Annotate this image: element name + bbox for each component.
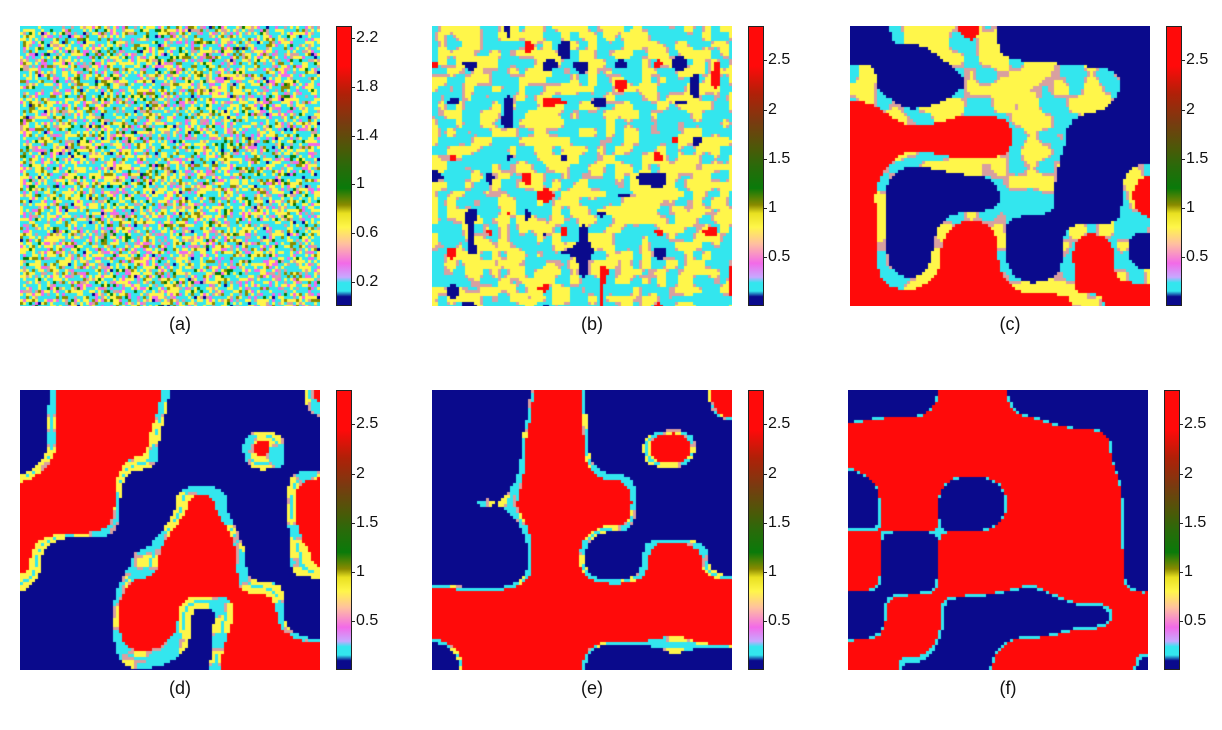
colorbar-tick-label: 1 [352, 175, 365, 193]
colorbar-b [748, 26, 764, 306]
colorbar-ticks-f: 2.5 2 1.5 1 0.5 [1179, 390, 1222, 670]
caption-b: (b) [581, 314, 603, 334]
caption-e: (e) [581, 678, 603, 698]
colorbar-tick-label: 2 [352, 464, 365, 482]
caption-c: (c) [999, 314, 1021, 334]
colorbar-tick-label: 1 [352, 562, 365, 580]
colorbar-tick-label: 1.5 [763, 513, 791, 531]
colorbar-tick-label: 1.5 [1179, 513, 1207, 531]
colorbar-tick-label: 2 [764, 464, 777, 482]
phase-field-map-c [850, 26, 1150, 306]
colorbar-tick-label: 2 [1180, 464, 1193, 482]
colorbar-tick-label: 1 [1182, 198, 1195, 216]
colorbar-tick-label: 1 [764, 562, 777, 580]
colorbar-tick-label: 0.5 [763, 611, 791, 629]
colorbar-tick-label: 2.5 [351, 415, 379, 433]
colorbar-tick-label: 0.5 [351, 611, 379, 629]
caption-f: (f) [999, 678, 1017, 698]
colorbar-tick-label: 2.5 [763, 51, 791, 69]
colorbar-tick-label: 1.8 [351, 77, 379, 95]
colorbar-tick-label: 2 [764, 100, 777, 118]
caption-a: (a) [169, 314, 191, 334]
colorbar-c [1166, 26, 1182, 306]
panel-e: 2.5 2 1.5 1 0.5 (e) [432, 390, 822, 730]
colorbar-ticks-a: 2.2 1.8 1.4 1 0.6 0.2 [351, 26, 402, 306]
colorbar-tick-label: 0.5 [763, 247, 791, 265]
colorbar-tick-label: 0.2 [351, 272, 379, 290]
colorbar-ticks-d: 2.5 2 1.5 1 0.5 [351, 390, 402, 670]
phase-field-map-a [20, 26, 320, 306]
colorbar-ticks-e: 2.5 2 1.5 1 0.5 [763, 390, 814, 670]
colorbar-tick-label: 2 [1182, 100, 1195, 118]
panel-d: 2.5 2 1.5 1 0.5 (d) [20, 390, 410, 730]
colorbar-e [748, 390, 764, 670]
colorbar-tick-label: 1.4 [351, 126, 379, 144]
colorbar-tick-label: 2.5 [1179, 415, 1207, 433]
colorbar-tick-label: 2.5 [1181, 51, 1209, 69]
colorbar-tick-label: 1.5 [351, 513, 379, 531]
phase-field-map-e [432, 390, 732, 670]
colorbar-tick-label: 1.5 [763, 149, 791, 167]
colorbar-d [336, 390, 352, 670]
colorbar-tick-label: 0.5 [1181, 247, 1209, 265]
colorbar-tick-label: 1.5 [1181, 149, 1209, 167]
colorbar-tick-label: 2.5 [763, 415, 791, 433]
colorbar-tick-label: 0.6 [351, 223, 379, 241]
panel-f: 2.5 2 1.5 1 0.5 (f) [848, 390, 1222, 730]
colorbar-tick-label: 1 [1180, 562, 1193, 580]
colorbar-a [336, 26, 352, 306]
phase-field-map-d [20, 390, 320, 670]
panel-a: 2.2 1.8 1.4 1 0.6 0.2 (a) [20, 26, 410, 366]
panel-b: 2.5 2 1.5 1 0.5 (b) [432, 26, 822, 366]
colorbar-tick-label: 0.5 [1179, 611, 1207, 629]
colorbar-f [1164, 390, 1180, 670]
colorbar-ticks-c: 2.5 2 1.5 1 0.5 [1181, 26, 1222, 306]
colorbar-tick-label: 2.2 [351, 29, 379, 47]
panel-c: 2.5 2 1.5 1 0.5 (c) [850, 26, 1222, 366]
colorbar-tick-label: 1 [764, 198, 777, 216]
colorbar-ticks-b: 2.5 2 1.5 1 0.5 [763, 26, 814, 306]
phase-field-map-b [432, 26, 732, 306]
phase-field-map-f [848, 390, 1148, 670]
caption-d: (d) [169, 678, 191, 698]
